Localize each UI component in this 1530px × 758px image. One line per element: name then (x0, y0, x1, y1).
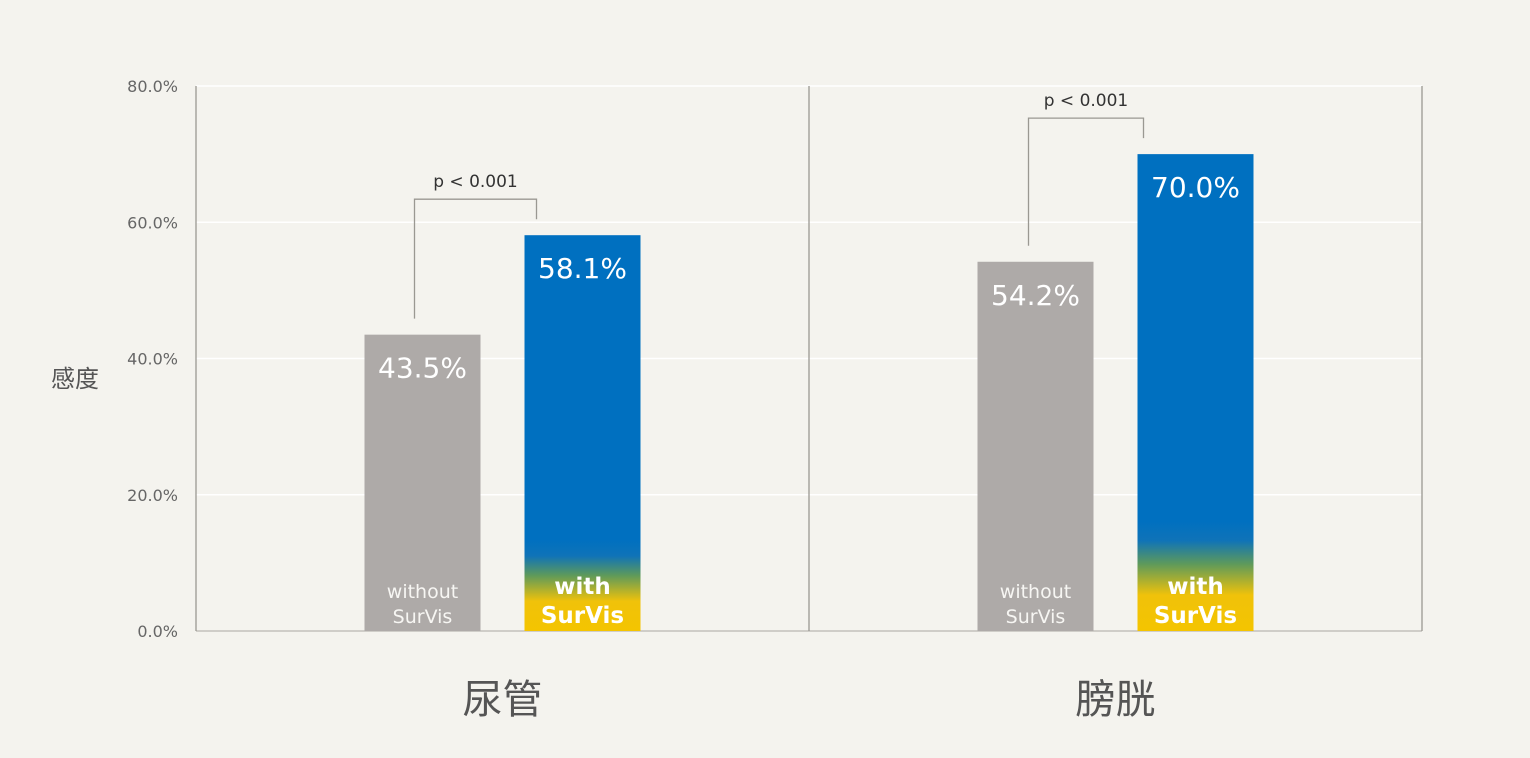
bar-series-label: SurVis (1154, 603, 1237, 629)
y-axis-label: 感度 (51, 365, 99, 393)
y-tick-label: 0.0% (137, 622, 178, 641)
bar-value-label: 58.1% (538, 252, 627, 285)
bar-value-label: 43.5% (378, 352, 467, 385)
bar-with-0 (524, 235, 641, 631)
significance-annotations: p < 0.001 p < 0.001 (413, 91, 1145, 319)
significance-bracket (1027, 117, 1145, 246)
bar-without-0 (364, 334, 481, 631)
bar-series-label: SurVis (1006, 606, 1066, 628)
bars: 43.5% without SurVis 58.1% with SurVis 54.2% wi… (364, 154, 1254, 631)
category-label: 尿管 (463, 677, 543, 723)
bar-value-label: 54.2% (991, 279, 1080, 312)
y-tick-labels: 0.0% 20.0% 40.0% 60.0% 80.0% (127, 77, 178, 641)
y-tick-label: 20.0% (127, 486, 178, 505)
bar-series-label: SurVis (393, 606, 453, 628)
significance-bracket (413, 198, 538, 319)
y-tick-label: 40.0% (127, 350, 178, 369)
p-value-label: p < 0.001 (1044, 91, 1129, 111)
y-tick-label: 60.0% (127, 213, 178, 232)
category-label: 膀胱 (1076, 677, 1156, 723)
p-value-label: p < 0.001 (433, 172, 518, 192)
bar-series-label: without (1000, 581, 1071, 603)
category-labels: 尿管 膀胱 (463, 677, 1156, 723)
bar-without-1 (977, 261, 1094, 631)
category-dividers (195, 86, 1423, 631)
bar-series-label: with (1167, 574, 1224, 600)
bar-with-1 (1137, 154, 1254, 631)
bar-series-label: SurVis (541, 603, 624, 629)
bar-value-label: 70.0% (1151, 171, 1240, 204)
bar-series-label: without (387, 581, 458, 603)
bar-series-label: with (554, 574, 611, 600)
y-tick-label: 80.0% (127, 77, 178, 96)
